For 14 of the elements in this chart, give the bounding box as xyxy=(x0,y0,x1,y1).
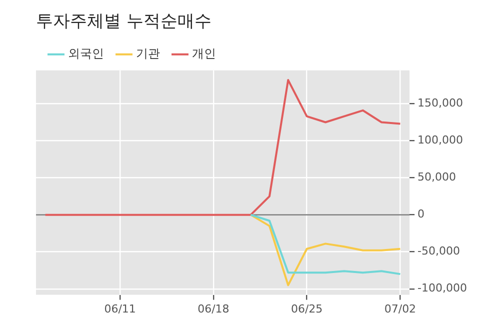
y-tick-label: -50,000 xyxy=(418,244,460,258)
y-tick-label: 100,000 xyxy=(418,134,464,147)
legend-label: 개인 xyxy=(192,46,216,61)
x-tick-label: 06/11 xyxy=(104,302,136,316)
y-tick-label: 0 xyxy=(418,208,425,221)
x-tick-label: 06/25 xyxy=(290,302,323,316)
x-tick-label: 07/02 xyxy=(384,302,416,316)
y-tick-label: -100,000 xyxy=(418,282,468,295)
legend-label: 외국인 xyxy=(68,46,104,61)
x-tick-label: 06/18 xyxy=(198,302,230,316)
y-tick-label: 50,000 xyxy=(418,170,456,184)
y-tick-label: 150,000 xyxy=(418,96,464,110)
legend-label: 기관 xyxy=(136,46,160,61)
chart-title: 투자주체별 누적순매수 xyxy=(36,12,212,32)
